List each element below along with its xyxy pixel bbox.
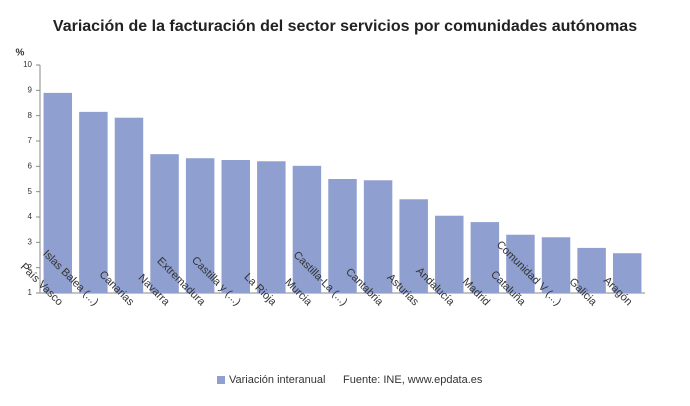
bar (185, 158, 215, 293)
y-tick-label: 4 (28, 212, 33, 221)
bar (257, 161, 286, 293)
bar (612, 253, 642, 293)
bar (541, 237, 571, 293)
y-tick-label: 5 (28, 187, 33, 196)
source: Fuente: INE, www.epdata.es (343, 374, 483, 386)
bar (363, 180, 393, 293)
bar (399, 199, 428, 293)
y-axis-label: % (16, 48, 25, 59)
bar (221, 160, 250, 293)
bar (43, 92, 73, 293)
y-tick-label: 2 (28, 263, 33, 272)
bar (470, 222, 500, 293)
legend-label: Variación interanual (229, 374, 325, 386)
chart-title: Variación de la facturación del sector s… (53, 18, 637, 35)
bar (114, 117, 144, 294)
bar (577, 247, 606, 293)
y-tick-label: 6 (28, 161, 33, 170)
bar (435, 215, 464, 293)
y-tick-label: 3 (28, 237, 33, 246)
bar (79, 111, 108, 293)
y-tick-label: 10 (23, 60, 32, 69)
bar (292, 165, 322, 293)
y-tick-label: 9 (28, 85, 33, 94)
bar (328, 179, 357, 293)
y-tick-label: 1 (28, 288, 33, 297)
y-tick-label: 8 (28, 111, 33, 120)
bar (150, 154, 179, 293)
bar (506, 234, 535, 293)
legend-swatch (217, 376, 225, 384)
y-tick-label: 7 (28, 136, 33, 145)
